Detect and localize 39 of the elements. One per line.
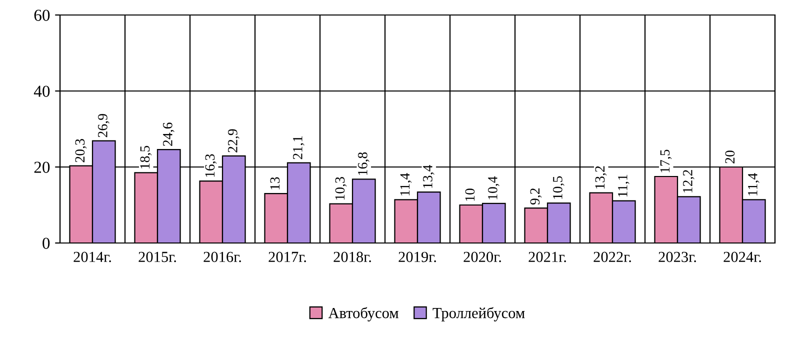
data-label: 11,4 [400,173,412,196]
x-tick-label: 2021г. [528,252,566,262]
y-tick-label: 40 [34,86,50,97]
data-label: 17,5 [660,150,672,172]
legend-label: Троллейбусом [432,307,525,322]
x-tick-label: 2017г. [268,252,306,262]
x-tick-label: 2018г. [334,252,371,262]
data-label: 21,1 [293,136,304,160]
data-label: 18,5 [140,146,152,168]
data-label: 10,3 [335,177,347,200]
data-label: 13 [270,177,280,190]
y-tick-label: 0 [42,238,50,249]
y-tick-label: 20 [34,162,50,173]
legend-label: Автобусом [328,307,398,322]
data-label: 20,3 [75,139,87,162]
data-label: 10,5 [552,176,564,199]
data-label: 20 [725,150,735,164]
data-label: 9,2 [530,188,542,205]
data-label: 26,9 [98,114,110,138]
data-label: 13,4 [423,164,434,188]
x-tick-label: 2016г. [204,252,241,262]
data-label: 13,2 [595,166,607,189]
data-label: 16,3 [205,154,217,177]
x-tick-label: 2015г. [138,252,176,262]
x-tick-label: 2023г. [658,252,696,262]
data-label: 12,2 [683,170,694,192]
x-tick-label: 2022г. [594,252,631,262]
data-label: 11,1 [618,174,630,197]
data-label: 22,9 [228,129,240,152]
x-tick-label: 2020г. [464,252,501,262]
data-label: 10 [465,188,475,201]
y-tick-label: 60 [34,10,50,21]
x-tick-label: 2019г. [398,252,436,262]
data-label: 16,8 [358,152,370,175]
data-label: 10,4 [488,176,500,200]
data-label: 24,6 [163,122,174,146]
x-tick-label: 2014г. [74,252,111,262]
x-tick-label: 2024г. [724,252,761,262]
data-label: 11,4 [748,173,760,196]
